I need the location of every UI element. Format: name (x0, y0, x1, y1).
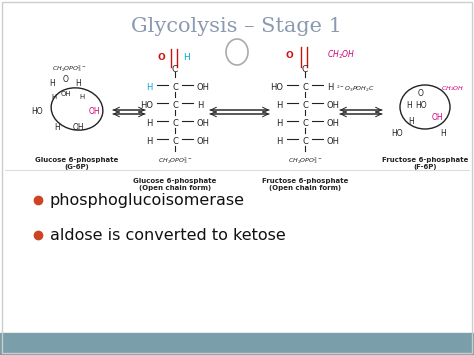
Text: $CH_2OPO_3^{2-}$: $CH_2OPO_3^{2-}$ (52, 64, 87, 75)
Text: H: H (79, 94, 85, 100)
Text: H: H (75, 78, 81, 87)
Text: H: H (440, 129, 446, 137)
Text: $CH_2OPO_3^{2-}$: $CH_2OPO_3^{2-}$ (157, 155, 192, 166)
Text: C: C (302, 102, 308, 110)
Text: OH: OH (327, 102, 340, 110)
Text: OH: OH (197, 137, 210, 147)
Text: $CH_2OPO_3^{2-}$: $CH_2OPO_3^{2-}$ (288, 155, 322, 166)
Text: C: C (302, 65, 308, 73)
Text: C: C (172, 65, 178, 73)
Text: H: H (277, 120, 283, 129)
Text: O: O (157, 53, 165, 61)
Text: OH: OH (197, 120, 210, 129)
Text: H: H (197, 102, 203, 110)
Text: C: C (302, 83, 308, 93)
Text: H: H (327, 83, 333, 93)
Text: H: H (54, 122, 60, 131)
Text: OH: OH (327, 137, 340, 147)
Text: $CH_2OH$: $CH_2OH$ (441, 84, 465, 93)
Text: OH: OH (72, 122, 84, 131)
Text: H: H (408, 116, 414, 126)
Text: Fructose 6-phosphate
(F-6P): Fructose 6-phosphate (F-6P) (382, 157, 468, 170)
Text: O: O (285, 50, 293, 60)
Text: HO: HO (415, 100, 427, 109)
Text: OH: OH (327, 120, 340, 129)
Text: C: C (172, 83, 178, 93)
Text: aldose is converted to ketose: aldose is converted to ketose (50, 228, 286, 242)
Text: HO: HO (140, 102, 153, 110)
Text: OH: OH (61, 91, 71, 97)
Text: HO: HO (31, 106, 43, 115)
Text: OH: OH (197, 83, 210, 93)
Text: H: H (146, 120, 153, 129)
Text: $CH_2OH$: $CH_2OH$ (327, 49, 355, 61)
Text: H: H (49, 78, 55, 87)
Text: C: C (172, 120, 178, 129)
Text: Glycolysis – Stage 1: Glycolysis – Stage 1 (131, 17, 343, 37)
Text: Glucose 6-phosphate
(Open chain form): Glucose 6-phosphate (Open chain form) (133, 178, 217, 191)
Text: HO: HO (270, 83, 283, 93)
Text: HO: HO (391, 129, 403, 137)
Text: C: C (302, 120, 308, 129)
Text: OH: OH (88, 106, 100, 115)
Text: H: H (183, 53, 191, 61)
Text: H: H (277, 102, 283, 110)
Text: H: H (146, 137, 153, 147)
Text: C: C (302, 137, 308, 147)
Text: H: H (146, 83, 153, 93)
Text: C: C (172, 137, 178, 147)
Text: C: C (172, 102, 178, 110)
Text: O: O (63, 75, 69, 83)
Text: Fructose 6-phosphate
(Open chain form): Fructose 6-phosphate (Open chain form) (262, 178, 348, 191)
Text: Glucose 6-phosphate
(G-6P): Glucose 6-phosphate (G-6P) (35, 157, 118, 170)
Text: phosphoglucoisomerase: phosphoglucoisomerase (50, 192, 245, 208)
Text: H: H (406, 100, 412, 109)
Text: H: H (277, 137, 283, 147)
Text: OH: OH (431, 113, 443, 121)
Text: O: O (418, 88, 424, 98)
Text: $^{2-}O_3POH_2C$: $^{2-}O_3POH_2C$ (336, 84, 375, 94)
Text: H: H (51, 94, 56, 100)
Bar (0, 333, 474, 355)
